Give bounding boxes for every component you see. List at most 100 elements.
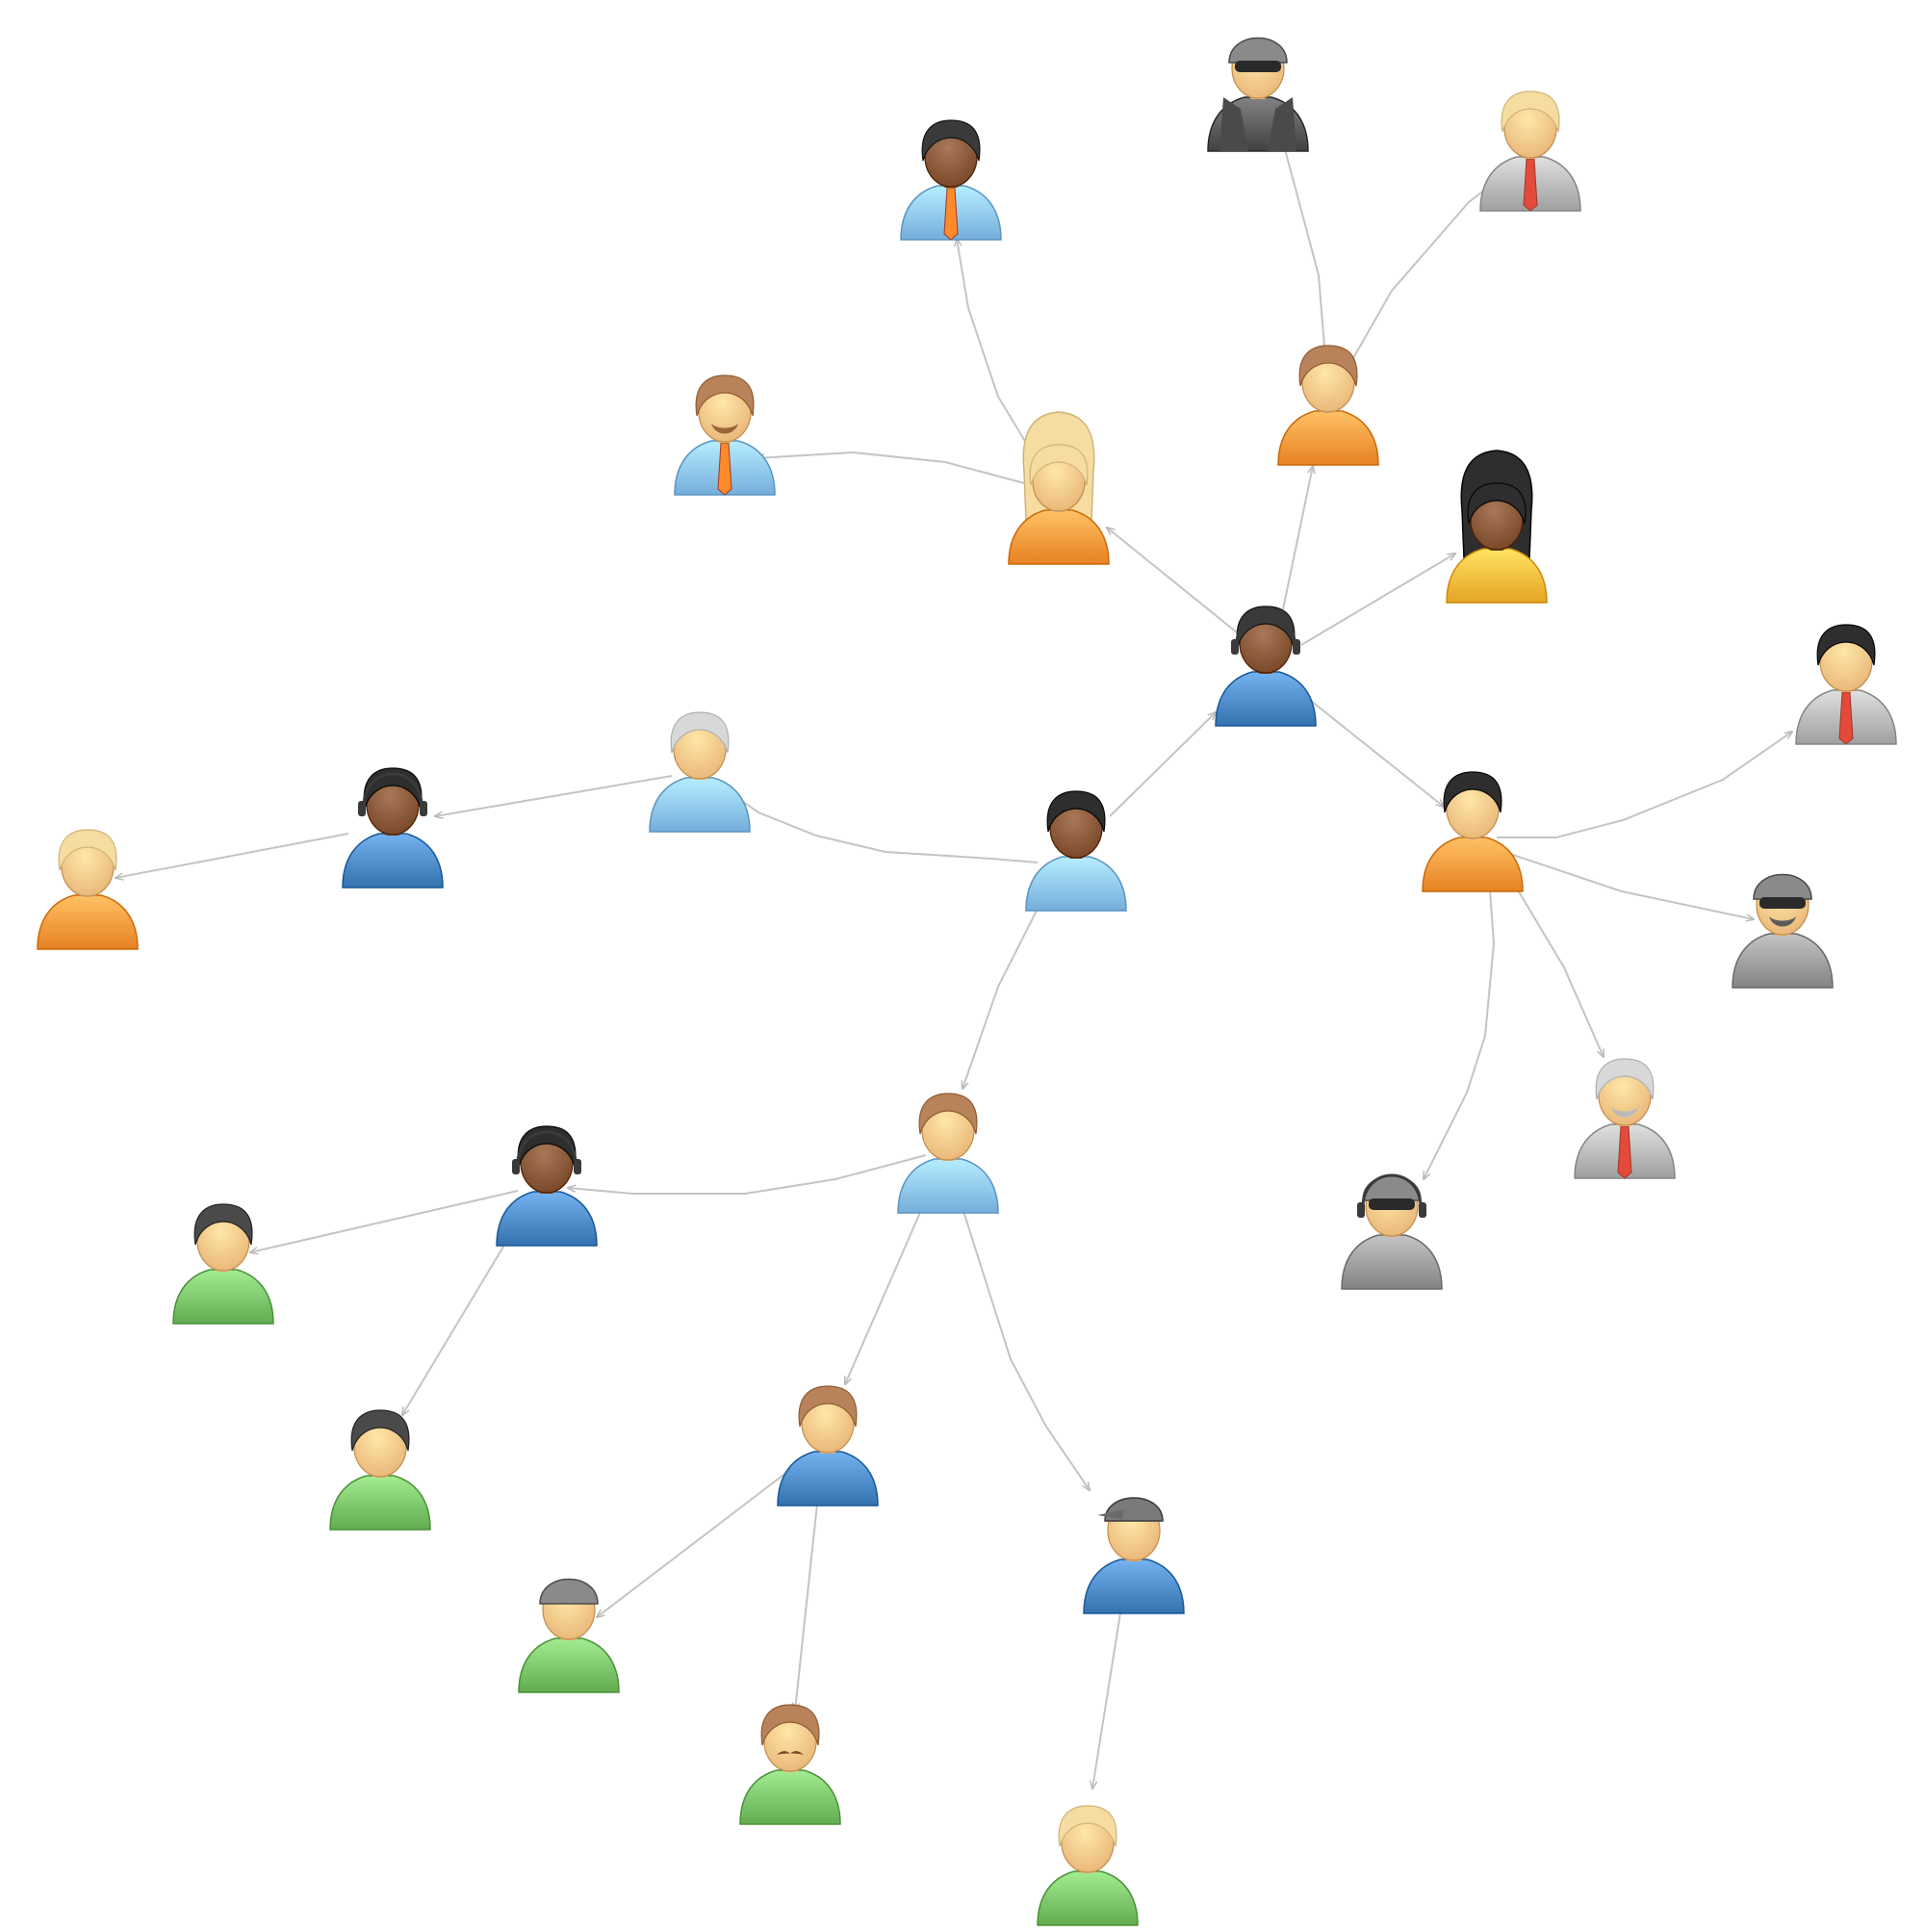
shirt-icon (777, 1451, 879, 1507)
woman-dark-long-yellow-shirt-icon[interactable] (1446, 450, 1548, 604)
hair-icon (350, 1409, 410, 1452)
hair-icon (798, 1385, 858, 1428)
tie-icon (1617, 1125, 1632, 1179)
sunglasses-icon (1369, 1198, 1415, 1210)
shirt-icon (1215, 671, 1317, 727)
beanie-icon (1228, 37, 1288, 64)
edge-n2-n15 (720, 786, 1039, 863)
hair-icon (670, 711, 730, 754)
shirt-icon (342, 833, 444, 889)
man-beard-tie-light-blue-icon[interactable] (674, 374, 776, 496)
headset-ear-icon (512, 1159, 520, 1174)
collar-icon (1268, 97, 1296, 151)
headset-ear-icon (1293, 639, 1300, 655)
cap-brim-icon (1097, 1509, 1124, 1519)
edge-n22-n24 (795, 1494, 819, 1711)
shirt-icon (1732, 933, 1834, 989)
edge-n1-n3 (1107, 528, 1238, 633)
shirt-icon (37, 894, 139, 950)
shirt-icon (172, 1269, 274, 1325)
man-dark-headset-blue-hoodie-icon[interactable] (1215, 605, 1317, 727)
shirt-icon (1277, 410, 1379, 466)
edge-n18-n25 (962, 1207, 1090, 1490)
shirt-icon (1025, 856, 1127, 912)
man-dark-orange-hoodie-icon[interactable] (1422, 771, 1524, 892)
hair-icon (193, 1203, 253, 1246)
man-brown-blue-hoodie-icon[interactable] (777, 1385, 879, 1507)
shirt-icon (1341, 1234, 1443, 1290)
man-dark-tie-light-blue-icon[interactable] (900, 119, 1002, 241)
headset-ear-icon (1231, 639, 1239, 655)
tie-icon (1838, 691, 1854, 745)
hair-icon (695, 374, 755, 417)
shirt-icon (1083, 1558, 1185, 1614)
beard-icon (1611, 1107, 1638, 1118)
hair-icon (1501, 90, 1560, 133)
man-beanie-headset-sunglasses-icon[interactable] (1341, 1173, 1443, 1290)
shirt-icon (897, 1158, 999, 1214)
edge-n18-n19 (568, 1154, 927, 1195)
hair-icon (58, 829, 117, 871)
shirt-icon (649, 777, 751, 833)
headset-ear-icon (358, 801, 366, 816)
hair-icon (1595, 1058, 1655, 1100)
woman-brown-orange-shirt-icon[interactable] (1277, 345, 1379, 466)
woman-brown-light-blue-shirt-icon[interactable] (897, 1093, 999, 1214)
hair-icon (921, 119, 981, 162)
hair-icon (1467, 482, 1527, 525)
mustache-icon (777, 1751, 804, 1755)
person-dark-hair-green-shirt-icon[interactable] (172, 1203, 274, 1325)
man-blonde-orange-shirt-icon[interactable] (37, 829, 139, 950)
man-blonde-suit-icon[interactable] (1479, 90, 1581, 212)
man-cap-blue-hoodie-icon[interactable] (1083, 1497, 1185, 1614)
beard-icon (711, 424, 738, 434)
man-beanie-green-shirt-icon[interactable] (518, 1578, 620, 1693)
shirt-icon (496, 1191, 598, 1247)
shirt-icon (1446, 548, 1548, 604)
woman-dark-light-blue-shirt-icon[interactable] (1025, 790, 1127, 912)
man-gray-hair-light-blue-icon[interactable] (649, 711, 751, 833)
edge-n19-n20 (250, 1190, 519, 1252)
edge-n10-n14 (1424, 889, 1496, 1179)
spy-beanie-sunglasses-icon[interactable] (1207, 37, 1309, 152)
tie-icon (1523, 158, 1538, 212)
man-gray-hair-beard-suit-icon[interactable] (1574, 1058, 1676, 1179)
man-beanie-sunglasses-gray-icon[interactable] (1732, 873, 1834, 989)
edge-n1-n9 (1300, 554, 1455, 646)
woman-blonde-green-shirt-icon[interactable] (1037, 1805, 1139, 1926)
headset-ear-icon (574, 1159, 581, 1174)
man-dark-headset-blue-hoodie-icon[interactable] (342, 767, 444, 889)
beanie-icon (1753, 873, 1812, 900)
edge-n1-n6 (1282, 466, 1313, 610)
hair-icon (760, 1704, 820, 1746)
hair-icon (1058, 1805, 1117, 1847)
edge-n10-n11 (1497, 732, 1792, 838)
sunglasses-icon (1235, 61, 1281, 72)
shirt-icon (329, 1475, 431, 1531)
beanie-icon (539, 1578, 599, 1605)
woman-blonde-long-orange-shirt-icon[interactable] (1008, 411, 1110, 565)
edge-n6-n7 (1283, 142, 1325, 348)
headset-icon (1361, 1173, 1423, 1211)
edge-n2-n18 (962, 906, 1040, 1089)
headset-icon (516, 1130, 578, 1168)
edge-n18-n22 (845, 1207, 923, 1384)
man-dark-suit-icon[interactable] (1795, 624, 1897, 745)
hair-icon (1029, 444, 1089, 486)
hair-icon (1816, 624, 1876, 666)
edge-n2-n1 (1109, 712, 1216, 817)
beard-icon (1769, 916, 1796, 927)
man-dark-headset-blue-hoodie-icon[interactable] (496, 1125, 598, 1247)
edge-n15-n16 (435, 775, 673, 816)
beanie-icon (1362, 1174, 1422, 1201)
woman-dark-bob-green-shirt-icon[interactable] (329, 1409, 431, 1531)
collar-icon (1219, 97, 1248, 151)
man-mustache-green-shirt-icon[interactable] (739, 1704, 841, 1825)
shirt-icon (1008, 509, 1110, 565)
shirt-icon (739, 1769, 841, 1825)
headset-ear-icon (1419, 1202, 1426, 1218)
edge-n3-n4 (957, 239, 1033, 453)
sunglasses-icon (1759, 897, 1806, 909)
edge-n1-n10 (1310, 700, 1444, 807)
